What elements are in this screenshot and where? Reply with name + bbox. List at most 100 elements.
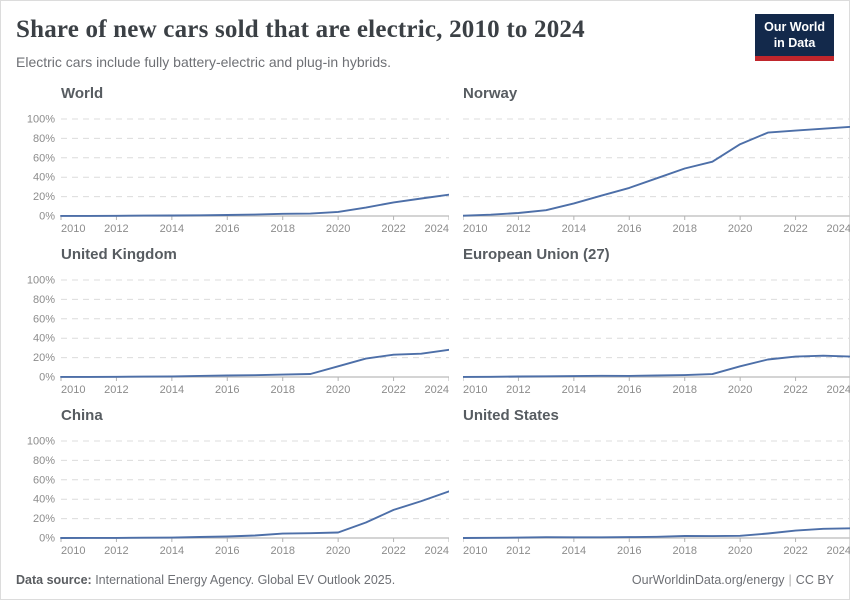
x-tick-label: 2018	[270, 223, 294, 234]
x-tick-label: 2010	[61, 545, 85, 556]
x-tick-label: 2016	[215, 545, 239, 556]
owid-logo-line1: Our World	[764, 20, 825, 34]
x-tick-label: 2022	[381, 223, 405, 234]
y-tick-label: 100%	[27, 113, 55, 125]
x-tick-label: 2018	[672, 223, 696, 234]
y-tick-label: 60%	[33, 313, 55, 325]
x-tick-label: 2020	[326, 223, 350, 234]
facet-china: China 0% 20% 40% 60% 80% 100% 2010 2012 2014 2016 2…	[16, 406, 449, 556]
y-tick-label: 0%	[39, 371, 55, 383]
x-tick-label: 2018	[270, 384, 294, 395]
x-tick-label: 2012	[104, 223, 128, 234]
data-source-label: Data source:	[16, 573, 92, 587]
license-label: CC BY	[795, 573, 834, 587]
data-source-text: International Energy Agency. Global EV O…	[91, 573, 396, 587]
x-tick-label: 2014	[160, 384, 184, 395]
x-tick-label: 2014	[160, 223, 184, 234]
data-line-united-states	[463, 527, 850, 539]
facet-world: World 0% 20% 40% 60% 80% 100% 2010 2012 2014 2016 2…	[16, 84, 449, 234]
facet-title-world: World	[61, 84, 104, 102]
facet-united-states: United States 2010 2012 2014 2016 2018 2020 202…	[463, 406, 850, 556]
x-tick-label: 2014	[562, 545, 586, 556]
x-tick-label: 2024	[827, 545, 850, 556]
x-tick-label: 2020	[326, 384, 350, 395]
x-tick-label: 2012	[506, 223, 530, 234]
x-tick-label: 2018	[270, 545, 294, 556]
x-tick-label: 2012	[104, 545, 128, 556]
footer-right: OurWorldinData.org/energy | CC BY	[632, 573, 834, 587]
x-tick-label: 2010	[61, 384, 85, 395]
facet-chart-united-kingdom: 0% 20% 40% 60% 80% 100% 2010 2012 2014 2016 2018 20…	[27, 274, 449, 395]
owid-logo[interactable]: Our World in Data	[755, 14, 834, 62]
y-tick-label: 0%	[39, 210, 55, 222]
y-tick-label: 80%	[33, 455, 55, 467]
facet-title-european-union-27: European Union (27)	[463, 245, 610, 263]
x-tick-label: 2016	[617, 223, 641, 234]
x-tick-label: 2024	[827, 384, 850, 395]
data-line-european-union-27	[463, 354, 850, 378]
data-line-norway	[463, 125, 850, 217]
x-tick-label: 2022	[381, 384, 405, 395]
facet-norway: Norway 2010 2012 2014 2016 2018 2020 2022 2024	[463, 84, 850, 234]
x-tick-label: 2024	[827, 223, 850, 234]
y-tick-label: 20%	[33, 352, 55, 364]
x-tick-label: 2014	[562, 223, 586, 234]
header-text: Share of new cars sold that are electric…	[16, 14, 585, 71]
data-line-world	[60, 193, 449, 217]
x-tick-label: 2010	[463, 384, 487, 395]
facet-title-united-states: United States	[463, 406, 559, 424]
facet-title-norway: Norway	[463, 84, 518, 102]
y-tick-label: 40%	[33, 332, 55, 344]
x-tick-label: 2012	[104, 384, 128, 395]
facet-title-china: China	[61, 406, 103, 424]
owid-url-link[interactable]: OurWorldinData.org/energy	[631, 573, 785, 587]
x-tick-label: 2012	[506, 545, 530, 556]
y-tick-label: 40%	[33, 493, 55, 505]
y-tick-label: 0%	[39, 532, 55, 544]
x-tick-label: 2012	[506, 384, 530, 395]
owid-logo-line2: in Data	[773, 35, 816, 50]
facet-chart-china: 0% 20% 40% 60% 80% 100% 2010 2012 2014 2016 2018 20…	[27, 435, 449, 556]
y-tick-label: 80%	[33, 133, 55, 145]
y-tick-label: 80%	[33, 294, 55, 306]
x-tick-label: 2020	[728, 384, 752, 395]
facet-chart-world: 0% 20% 40% 60% 80% 100% 2010 2012 2014 2016 2018 20…	[27, 113, 449, 234]
x-tick-label: 2016	[617, 384, 641, 395]
x-tick-label: 2018	[672, 384, 696, 395]
charts-grid: World 0% 20% 40% 60% 80% 100% 2010 2012 2014 2016 2…	[16, 84, 850, 556]
y-tick-label: 100%	[27, 274, 55, 286]
x-tick-label: 2020	[326, 545, 350, 556]
y-tick-label: 60%	[33, 152, 55, 164]
x-tick-label: 2016	[215, 223, 239, 234]
x-tick-label: 2020	[728, 545, 752, 556]
footer-separator: |	[788, 573, 792, 587]
x-tick-label: 2020	[728, 223, 752, 234]
y-tick-label: 20%	[33, 191, 55, 203]
x-tick-label: 2018	[672, 545, 696, 556]
facet-chart-united-states: 2010 2012 2014 2016 2018 2020 2022 2024	[463, 440, 850, 556]
x-tick-label: 2010	[463, 545, 487, 556]
data-line-china	[60, 490, 449, 539]
x-tick-label: 2010	[61, 223, 85, 234]
data-source-note: Data source: International Energy Agency…	[16, 573, 395, 587]
x-tick-label: 2024	[425, 545, 449, 556]
x-tick-label: 2024	[425, 223, 449, 234]
header: Share of new cars sold that are electric…	[16, 14, 834, 71]
y-tick-label: 60%	[33, 474, 55, 486]
x-tick-label: 2024	[425, 384, 449, 395]
x-tick-label: 2022	[783, 384, 807, 395]
y-tick-label: 20%	[33, 513, 55, 525]
x-tick-label: 2010	[463, 223, 487, 234]
footer: Data source: International Energy Agency…	[16, 573, 834, 587]
facet-chart-norway: 2010 2012 2014 2016 2018 2020 2022 2024	[463, 118, 850, 234]
facet-european-union-27: European Union (27) 2010 2012 2014 2016 2018 2…	[463, 245, 850, 395]
facet-title-united-kingdom: United Kingdom	[61, 245, 177, 263]
x-tick-label: 2016	[617, 545, 641, 556]
facet-chart-european-union-27: 2010 2012 2014 2016 2018 2020 2022 2024	[463, 279, 850, 395]
facet-united-kingdom: United Kingdom 0% 20% 40% 60% 80% 100% 2010 2012…	[16, 245, 449, 395]
x-tick-label: 2014	[562, 384, 586, 395]
y-tick-label: 40%	[33, 171, 55, 183]
x-tick-label: 2014	[160, 545, 184, 556]
data-line-united-kingdom	[60, 348, 449, 378]
